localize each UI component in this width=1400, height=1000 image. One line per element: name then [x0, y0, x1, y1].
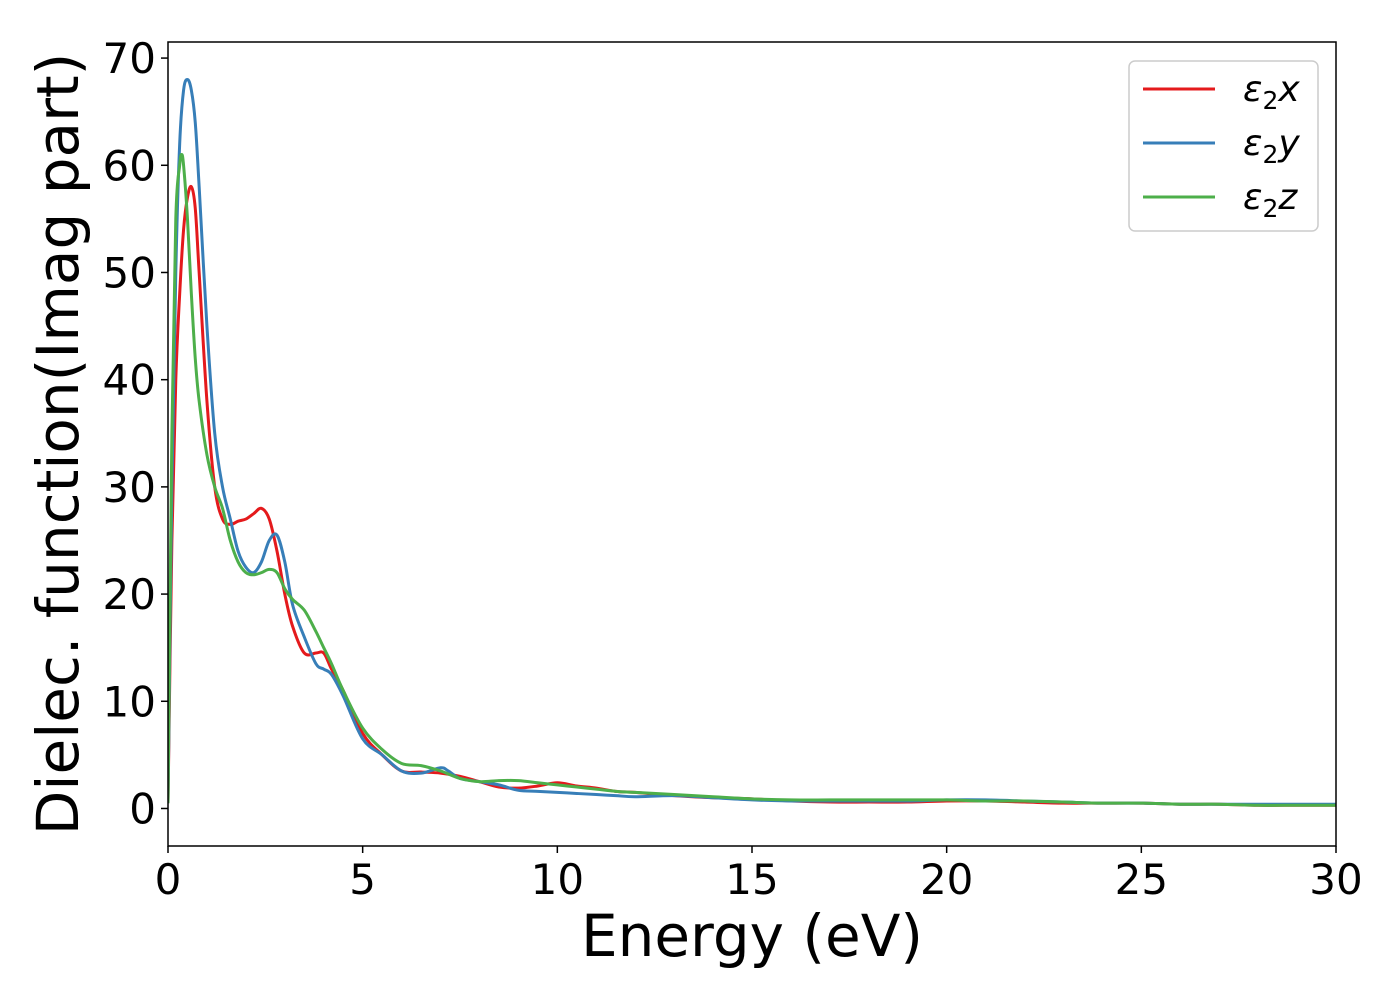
series-layer	[168, 78, 1336, 807]
y-tick-label: 0	[129, 784, 156, 833]
legend-label: ε2z	[1243, 177, 1298, 223]
x-tick-label: 30	[1309, 855, 1362, 904]
y-axis-title: Dielec. function(Imag part)	[24, 53, 92, 836]
x-tick-label: 0	[155, 855, 182, 904]
legend-item-x: ε2x	[1143, 69, 1300, 115]
x-axis-title: Energy (eV)	[581, 902, 923, 970]
x-tick-label: 5	[349, 855, 376, 904]
y-tick-label: 60	[103, 141, 156, 190]
y-tick-label: 10	[103, 677, 156, 726]
y-axis-ticks: 0 10 20 30 40 50 60 70	[103, 34, 168, 833]
y-tick-label: 40	[103, 356, 156, 405]
y-tick-label: 70	[103, 34, 156, 83]
legend-label: ε2y	[1243, 123, 1300, 169]
x-axis-ticks: 0 5 10 15 20 25 30	[155, 846, 1363, 904]
legend-item-z: ε2z	[1143, 177, 1298, 223]
x-tick-label: 15	[725, 855, 778, 904]
x-tick-label: 25	[1115, 855, 1168, 904]
y-tick-label: 50	[103, 248, 156, 297]
y-tick-label: 20	[103, 570, 156, 619]
series-line-z	[168, 153, 1336, 807]
y-tick-label: 30	[103, 463, 156, 512]
legend-label: ε2x	[1243, 69, 1300, 115]
legend: ε2x ε2y ε2z	[1128, 60, 1319, 232]
x-tick-label: 10	[531, 855, 584, 904]
x-tick-label: 20	[920, 855, 973, 904]
legend-item-y: ε2y	[1143, 123, 1300, 169]
legend-frame	[1128, 60, 1319, 232]
